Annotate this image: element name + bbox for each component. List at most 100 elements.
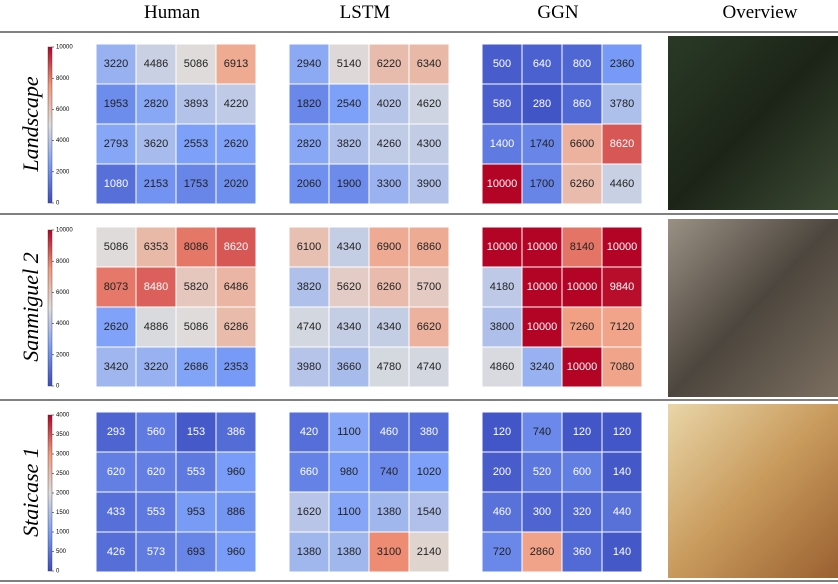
cell-value: 10000 xyxy=(527,321,558,333)
heatmap-cell xyxy=(215,491,257,533)
heatmap-cell xyxy=(175,491,217,533)
heatmap-cell xyxy=(215,411,257,453)
cell-value: 2820 xyxy=(297,138,321,150)
cell-value: 2020 xyxy=(224,178,248,190)
cell-value: 3420 xyxy=(104,361,128,373)
heatmap-cell xyxy=(175,531,217,573)
cell-value: 600 xyxy=(573,466,591,478)
heatmap-cell xyxy=(601,226,643,268)
heatmap-cell xyxy=(215,266,257,308)
colorbar-tick-label: 0 xyxy=(56,569,60,575)
heatmap-cell xyxy=(328,491,370,533)
heatmap-cell xyxy=(561,491,603,533)
heatmap-cell xyxy=(175,226,217,268)
cell-value: 5700 xyxy=(417,281,441,293)
cell-value: 3220 xyxy=(144,361,168,373)
cell-value: 10000 xyxy=(487,178,518,190)
cell-value: 6353 xyxy=(144,241,168,253)
heatmap-cell xyxy=(288,346,330,388)
cell-value: 140 xyxy=(613,466,631,478)
cell-value: 6486 xyxy=(224,281,248,293)
cell-value: 433 xyxy=(107,506,125,518)
heatmap-cell xyxy=(601,123,643,165)
colorbar xyxy=(47,414,53,572)
cell-value: 8086 xyxy=(184,241,208,253)
heatmap-cell xyxy=(601,83,643,125)
heatmap-cell xyxy=(135,451,177,493)
cell-value: 3220 xyxy=(104,58,128,70)
heatmap-cell xyxy=(408,346,450,388)
cell-value: 2360 xyxy=(610,58,634,70)
heatmap-cell xyxy=(215,226,257,268)
colorbar-tick-label: 10000 xyxy=(56,45,73,51)
cell-value: 7120 xyxy=(610,321,634,333)
column-header: Human xyxy=(144,2,200,23)
cell-value: 200 xyxy=(493,466,511,478)
cell-value: 6913 xyxy=(224,58,248,70)
heatmap-cell xyxy=(601,346,643,388)
heatmap-cell xyxy=(521,451,563,493)
colorbar-tick-label: 3000 xyxy=(56,452,70,458)
heatmap-cell xyxy=(135,83,177,125)
cell-value: 426 xyxy=(107,546,125,558)
cell-value: 1380 xyxy=(337,546,361,558)
cell-value: 1820 xyxy=(297,98,321,110)
cell-value: 960 xyxy=(227,466,245,478)
heatmap-cell xyxy=(328,411,370,453)
cell-value: 2140 xyxy=(417,546,441,558)
cell-value: 300 xyxy=(533,506,551,518)
cell-value: 6860 xyxy=(417,241,441,253)
heatmap-cell xyxy=(95,346,137,388)
cell-value: 460 xyxy=(493,506,511,518)
cell-value: 1080 xyxy=(104,178,128,190)
heatmap-cell xyxy=(481,491,523,533)
heatmap-cell xyxy=(561,451,603,493)
cell-value: 10000 xyxy=(487,241,518,253)
heatmap-cell xyxy=(521,83,563,125)
heatmap-cell xyxy=(521,226,563,268)
heatmap-cell xyxy=(521,266,563,308)
heatmap-cell xyxy=(288,306,330,348)
colorbar-tick-label: 1500 xyxy=(56,510,70,516)
heatmap-cell xyxy=(561,226,603,268)
cell-value: 2620 xyxy=(224,138,248,150)
heatmap-cell xyxy=(135,43,177,85)
cell-value: 6220 xyxy=(377,58,401,70)
heatmap-cell xyxy=(328,43,370,85)
cell-value: 7080 xyxy=(610,361,634,373)
cell-value: 293 xyxy=(107,426,125,438)
cell-value: 5620 xyxy=(337,281,361,293)
cell-value: 4460 xyxy=(610,178,634,190)
cell-value: 3660 xyxy=(337,361,361,373)
cell-value: 1020 xyxy=(417,466,441,478)
cell-value: 573 xyxy=(147,546,165,558)
cell-value: 6286 xyxy=(224,321,248,333)
colorbar-tick-label: 500 xyxy=(56,549,67,555)
cell-value: 4860 xyxy=(490,361,514,373)
cell-value: 1540 xyxy=(417,506,441,518)
colorbar-tick-label: 0 xyxy=(56,201,60,207)
cell-value: 10000 xyxy=(567,281,598,293)
cell-value: 2620 xyxy=(104,321,128,333)
cell-value: 640 xyxy=(533,58,551,70)
colorbar xyxy=(47,229,53,387)
cell-value: 500 xyxy=(493,58,511,70)
colorbar-tick-label: 6000 xyxy=(56,107,70,113)
cell-value: 1380 xyxy=(297,546,321,558)
heatmap-cell xyxy=(561,346,603,388)
colorbar-tick-label: 3500 xyxy=(56,432,70,438)
heatmap-cell xyxy=(175,266,217,308)
row-label: Staicase 1 xyxy=(18,447,43,537)
colorbar-tick-label: 0 xyxy=(56,384,60,390)
heatmap-cell xyxy=(368,531,410,573)
cell-value: 740 xyxy=(380,466,398,478)
heatmap-cell xyxy=(135,531,177,573)
colorbar-tick-label: 6000 xyxy=(56,290,70,296)
cell-value: 800 xyxy=(573,58,591,70)
heatmap-cell xyxy=(215,43,257,85)
cell-value: 3780 xyxy=(610,98,634,110)
heatmap-cell xyxy=(481,83,523,125)
cell-value: 3820 xyxy=(297,281,321,293)
heatmap-cell xyxy=(135,163,177,205)
cell-value: 6100 xyxy=(297,241,321,253)
